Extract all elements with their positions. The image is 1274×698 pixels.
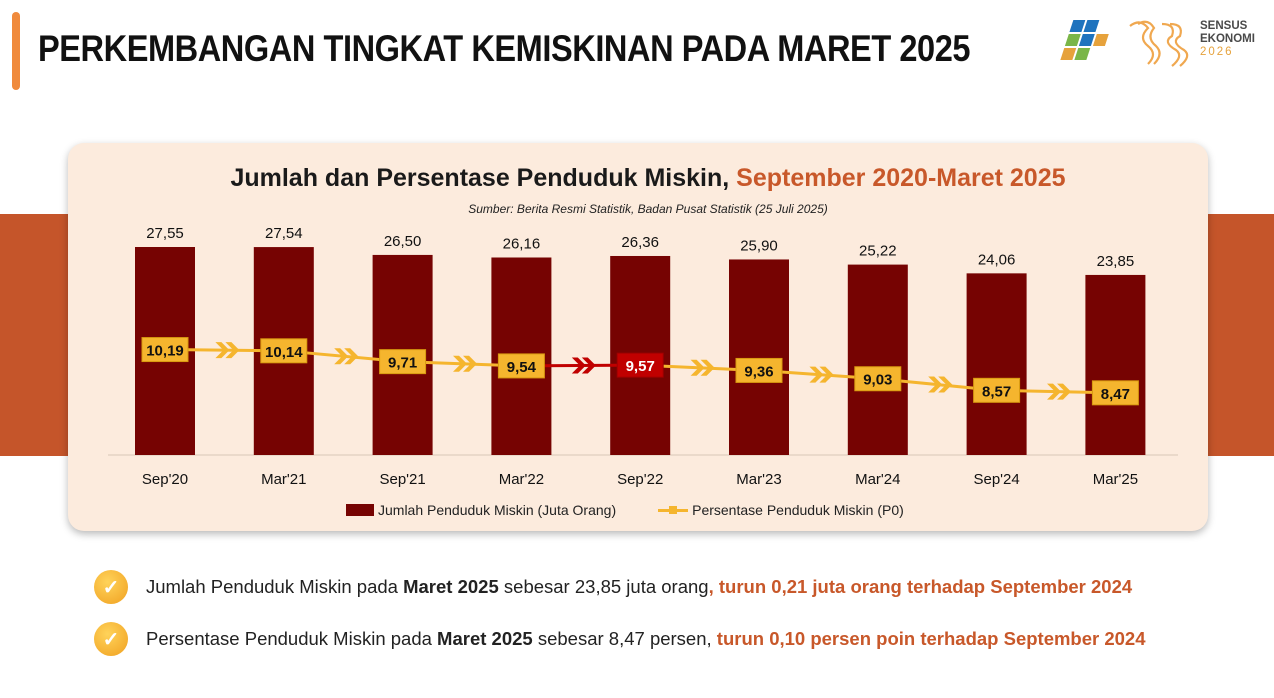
bps-logo-icon [1060,20,1189,67]
x-tick-label: Sep'24 [973,471,1019,488]
line-value-label: 9,54 [507,359,537,376]
chart-title: Jumlah dan Persentase Penduduk Miskin, S… [0,164,1274,193]
bar-value-label: 23,85 [1097,253,1135,270]
legend-bar-swatch [346,504,374,516]
bar-value-label: 25,22 [859,243,897,260]
line-point-box [973,377,1021,403]
trend-arrow [1047,383,1061,400]
trend-arrow [819,366,834,383]
bar-value-label: 25,90 [740,237,778,254]
x-tick-label: Mar'24 [855,471,900,488]
chart-legend: Jumlah Penduduk Miskin (Juta Orang) Pers… [346,502,904,518]
legend-bar-label: Jumlah Penduduk Miskin (Juta Orang) [378,502,617,518]
bar-value-label: 24,06 [978,251,1016,268]
bar [1085,274,1146,455]
line-value-label: 8,57 [982,383,1011,400]
note-text-highlight: turun 0,10 persen poin terhadap Septembe… [716,628,1146,649]
note-text-bold: Maret 2025 [403,576,499,597]
chart-source: Sumber: Berita Resmi Statistik, Badan Pu… [468,202,828,216]
note-text: Jumlah Penduduk Miskin pada Maret 2025 s… [146,576,1132,598]
line-point-box [1091,380,1139,406]
bar-value-label: 26,50 [384,233,422,250]
trend-arrow [463,355,477,372]
line-value-label: 9,71 [388,355,417,372]
line-point-box [260,338,308,364]
trend-arrow [809,366,824,383]
legend-line-label: Persentase Penduduk Miskin (P0) [692,502,904,518]
trend-arrow [344,348,359,365]
note-text-pre: Persentase Penduduk Miskin pada [146,628,438,649]
bar-value-label: 27,54 [265,225,303,242]
bar-value-label: 26,16 [503,235,541,252]
note-text: Persentase Penduduk Miskin pada Maret 20… [146,628,1146,650]
trend-arrow [700,359,715,376]
trend-arrow [225,342,240,359]
chart-title-main: Jumlah dan Persentase Penduduk Miskin, [230,164,730,192]
note-text-highlight: , turun 0,21 juta orang terhadap Septemb… [708,576,1133,597]
line-value-label: 8,47 [1101,386,1130,403]
trend-arrow [571,357,586,374]
poverty-chart: 27,55 Sep'20 27,54 Mar'21 26,50 Sep'21 26,16 Ma… [108,225,1178,488]
note-text-mid: sebesar 8,47 persen, [532,628,717,649]
note-text-pre: Jumlah Penduduk Miskin pada [146,576,404,597]
line-value-label: 10,14 [265,344,303,361]
line-value-label: 9,36 [744,363,773,380]
x-tick-label: Mar'23 [736,471,781,488]
legend-line-swatch [658,505,689,514]
trend-arrow [1057,383,1071,400]
x-tick-label: Mar'21 [261,471,306,488]
trend-arrow [453,355,467,372]
trend-arrow [938,376,953,393]
trend-arrow [215,342,230,359]
note-item: ✓ Persentase Penduduk Miskin pada Maret … [94,622,1146,656]
line-value-label: 10,19 [146,343,184,360]
x-tick-label: Sep'22 [617,471,663,488]
line-point-box [616,352,664,378]
check-icon: ✓ [94,622,128,656]
note-item: ✓ Jumlah Penduduk Miskin pada Maret 2025… [94,570,1132,604]
bar [966,273,1027,455]
check-icon: ✓ [94,570,128,604]
bar-value-label: 27,55 [146,225,184,242]
x-tick-label: Mar'25 [1093,471,1138,488]
line-point-box [379,349,427,375]
line-point-box [497,353,545,379]
trend-arrow [334,348,349,365]
line-value-label: 9,57 [626,358,655,375]
line-value-label: 9,03 [863,372,892,389]
chart-title-highlight: September 2020-Maret 2025 [736,164,1066,192]
trend-arrow [581,357,596,374]
note-text-mid: sebesar 23,85 juta orang [498,576,709,597]
trend-arrow [928,376,943,393]
title-accent-bar [12,12,20,90]
census-line-2: EKONOMI [1200,33,1255,45]
line-point-box [735,357,783,383]
bar-value-label: 26,36 [621,234,659,251]
x-tick-label: Sep'21 [379,471,425,488]
trend-arrow [690,359,705,376]
x-tick-label: Sep'20 [142,471,188,488]
note-text-bold: Maret 2025 [437,628,533,649]
bar [847,264,908,455]
census-year: 2026 [1200,46,1234,58]
line-point-box [854,366,902,392]
census-line-1: SENSUS [1200,20,1248,32]
page-title: PERKEMBANGAN TINGKAT KEMISKINAN PADA MAR… [38,28,971,69]
census-logo-text: SENSUS EKONOMI 2026 [1200,20,1255,59]
x-tick-label: Mar'22 [499,471,544,488]
logo [1058,14,1268,74]
bar [729,259,789,455]
line-point-box [141,337,189,363]
